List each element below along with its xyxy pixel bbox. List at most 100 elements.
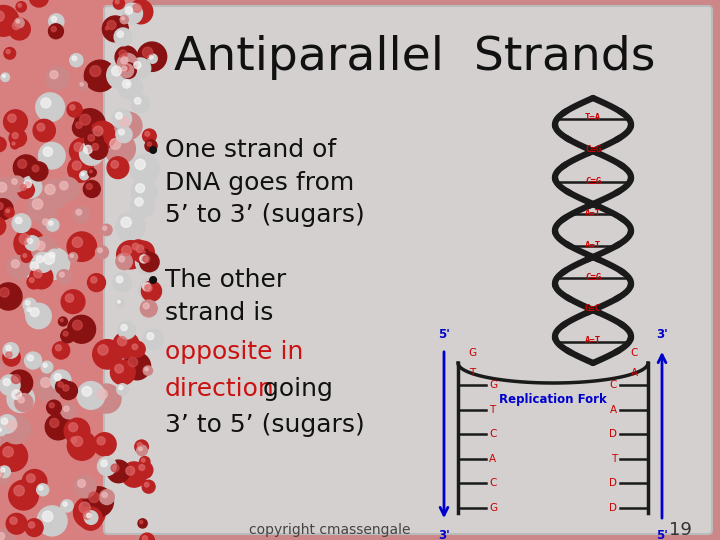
Circle shape [22,469,47,494]
Text: D: D [609,429,617,439]
Circle shape [73,476,96,498]
Circle shape [1,415,30,444]
FancyBboxPatch shape [104,6,712,534]
Circle shape [76,122,82,129]
Circle shape [93,433,116,456]
Circle shape [23,298,37,312]
Circle shape [135,440,148,454]
Circle shape [116,276,123,283]
Circle shape [122,462,147,487]
Text: copyright cmassengale: copyright cmassengale [249,523,410,537]
Text: Replication Fork: Replication Fork [499,393,607,406]
Circle shape [29,162,48,181]
Circle shape [0,283,22,310]
Text: D: D [609,478,617,488]
Circle shape [61,403,76,418]
Circle shape [85,131,104,150]
Circle shape [49,252,55,258]
Circle shape [143,251,145,254]
Circle shape [126,83,130,85]
Circle shape [24,352,42,369]
Circle shape [9,176,24,192]
Circle shape [12,390,22,400]
Circle shape [119,50,127,58]
Text: going: going [255,377,333,401]
Circle shape [0,529,14,540]
Text: T: T [611,454,617,464]
Circle shape [107,157,129,179]
Circle shape [99,490,114,504]
Circle shape [117,53,138,73]
Circle shape [141,249,149,258]
Circle shape [70,105,75,110]
Circle shape [6,50,10,53]
Circle shape [71,437,77,443]
Text: A=T: A=T [585,336,601,345]
Circle shape [89,492,99,503]
Circle shape [129,240,148,259]
Circle shape [73,436,83,447]
Text: 3': 3' [656,328,668,341]
Circle shape [143,536,148,540]
Circle shape [116,253,132,269]
Circle shape [24,180,32,188]
Circle shape [36,256,43,263]
Circle shape [27,307,31,312]
Circle shape [115,0,119,4]
Circle shape [49,403,54,408]
Circle shape [112,66,122,76]
Circle shape [30,0,48,7]
Circle shape [84,60,116,91]
Text: A=T: A=T [585,241,601,249]
Circle shape [18,159,27,168]
Circle shape [79,141,104,165]
Circle shape [72,237,83,247]
Circle shape [6,209,9,213]
Circle shape [54,374,61,381]
Circle shape [45,184,55,194]
Circle shape [111,160,119,168]
Circle shape [40,179,69,208]
Circle shape [143,366,153,375]
Circle shape [71,254,73,258]
Circle shape [27,474,35,483]
Circle shape [81,172,84,176]
Text: Antiparallel  Strands: Antiparallel Strands [174,36,656,80]
Text: T: T [489,404,495,415]
Circle shape [58,317,68,326]
Circle shape [51,17,57,22]
Circle shape [50,370,71,390]
Text: •: • [145,268,161,296]
Circle shape [60,272,64,277]
Circle shape [68,431,96,460]
Text: T=A: T=A [585,113,601,122]
Circle shape [3,349,20,366]
Circle shape [0,183,6,192]
Circle shape [30,262,39,271]
Circle shape [49,14,64,29]
Circle shape [98,345,108,355]
Circle shape [129,0,153,24]
Circle shape [0,437,12,467]
Circle shape [15,394,33,411]
Circle shape [113,273,132,292]
Circle shape [140,457,150,467]
Circle shape [145,368,148,371]
Circle shape [135,198,143,206]
Circle shape [7,370,32,396]
Circle shape [41,98,51,108]
Circle shape [0,427,6,436]
FancyBboxPatch shape [0,0,135,540]
Circle shape [135,184,145,193]
Circle shape [134,62,141,69]
Circle shape [29,522,35,528]
Circle shape [6,420,17,430]
Circle shape [70,138,95,164]
Circle shape [80,171,89,180]
Circle shape [103,226,107,230]
Circle shape [9,480,38,510]
Circle shape [73,119,91,137]
Circle shape [48,24,63,39]
Circle shape [14,228,45,259]
Circle shape [42,219,48,225]
